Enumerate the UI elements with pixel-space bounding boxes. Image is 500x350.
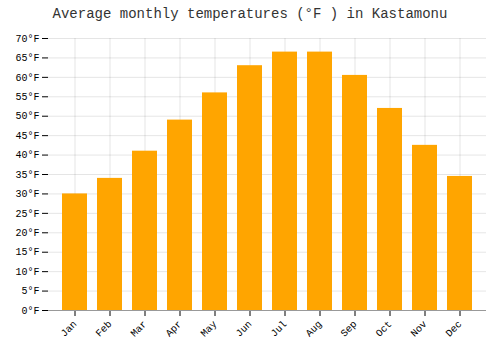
svg-text:Jul: Jul bbox=[269, 319, 290, 340]
svg-text:10°F: 10°F bbox=[15, 267, 39, 278]
svg-text:55°F: 55°F bbox=[15, 92, 39, 103]
svg-text:60°F: 60°F bbox=[15, 73, 39, 84]
svg-text:5°F: 5°F bbox=[21, 286, 39, 297]
svg-text:Dec: Dec bbox=[444, 319, 465, 340]
svg-text:35°F: 35°F bbox=[15, 170, 39, 181]
svg-text:Sep: Sep bbox=[339, 319, 360, 340]
svg-text:Nov: Nov bbox=[409, 319, 430, 340]
svg-text:Jan: Jan bbox=[59, 319, 80, 340]
svg-text:15°F: 15°F bbox=[15, 247, 39, 258]
svg-text:0°F: 0°F bbox=[21, 306, 39, 317]
html-text:Average monthly temperatures (: Average monthly temperatures (°F ) in Ka… bbox=[52, 6, 448, 22]
svg-text:50°F: 50°F bbox=[15, 111, 39, 122]
svg-text:30°F: 30°F bbox=[15, 189, 39, 200]
svg-text:Apr: Apr bbox=[164, 319, 185, 340]
svg-text:Mar: Mar bbox=[129, 319, 150, 340]
svg-text:20°F: 20°F bbox=[15, 228, 39, 239]
svg-text:45°F: 45°F bbox=[15, 131, 39, 142]
svg-text:70°F: 70°F bbox=[15, 34, 39, 45]
svg-text:Aug: Aug bbox=[304, 319, 325, 340]
svg-text:40°F: 40°F bbox=[15, 150, 39, 161]
svg-text:25°F: 25°F bbox=[15, 209, 39, 220]
svg-text:May: May bbox=[199, 319, 220, 340]
svg-text:Oct: Oct bbox=[374, 319, 395, 340]
svg-text:65°F: 65°F bbox=[15, 53, 39, 64]
svg-text:Feb: Feb bbox=[94, 319, 115, 340]
svg-text:Jun: Jun bbox=[234, 319, 255, 340]
